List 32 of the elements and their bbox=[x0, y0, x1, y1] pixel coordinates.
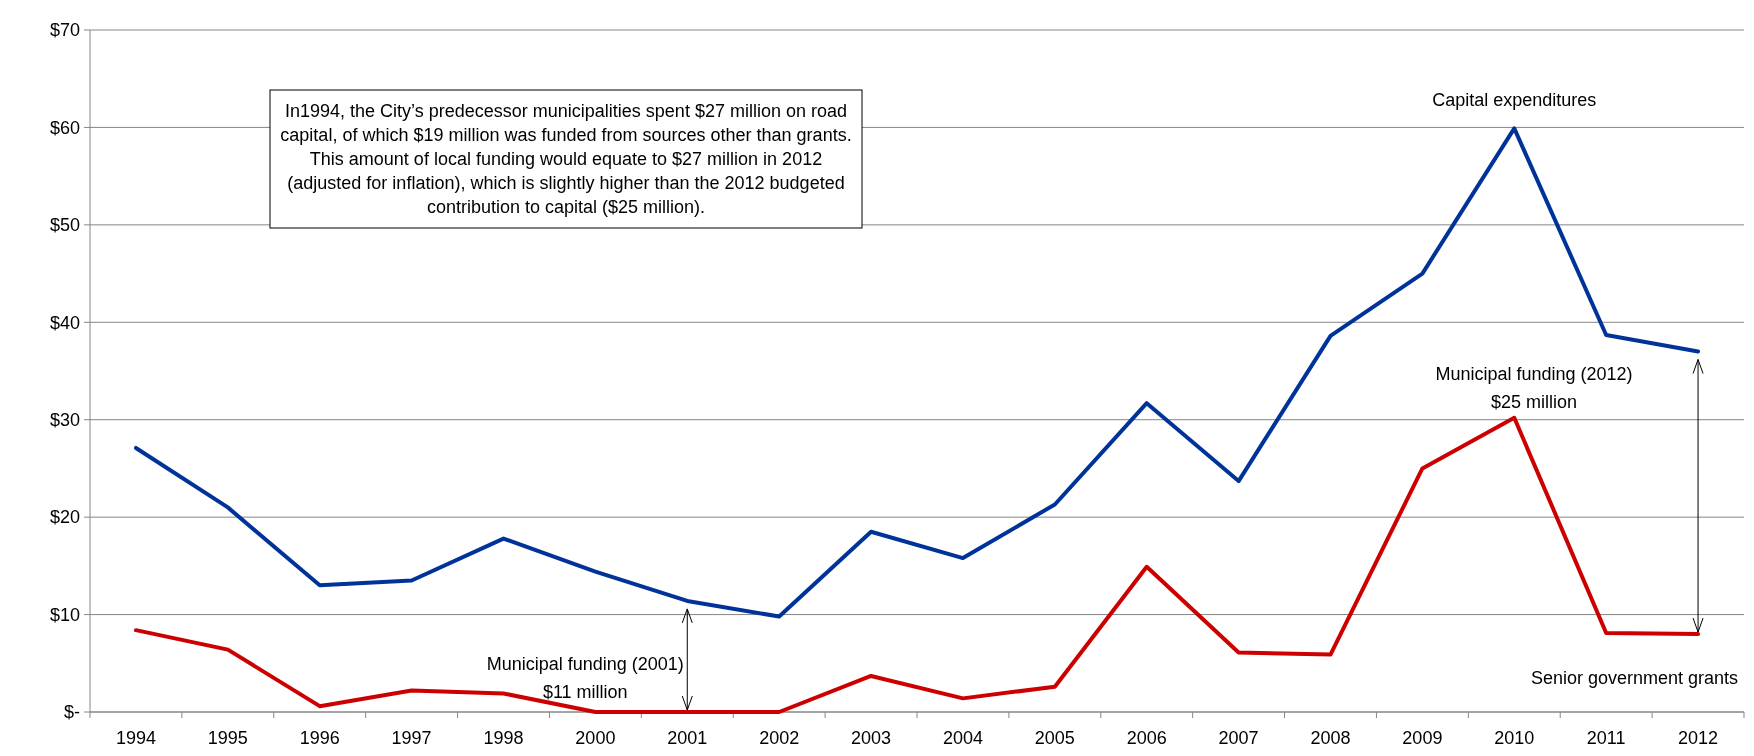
y-tick-label: $50 bbox=[49, 215, 80, 236]
y-tick-label: $60 bbox=[49, 117, 80, 138]
x-tick-label: 1995 bbox=[207, 728, 248, 748]
series-label: Capital expenditures bbox=[1432, 90, 1597, 111]
x-tick-label: 1996 bbox=[299, 728, 340, 748]
y-tick-label: $10 bbox=[49, 604, 80, 625]
x-tick-label: 2004 bbox=[942, 728, 983, 748]
line-series bbox=[133, 126, 1701, 619]
x-tick-label: 2009 bbox=[1402, 728, 1443, 748]
x-tick-label: 2012 bbox=[1678, 728, 1719, 748]
x-tick-label: 1998 bbox=[483, 728, 524, 748]
x-tick-label: 2011 bbox=[1586, 728, 1626, 748]
x-tick-label: 1994 bbox=[115, 728, 156, 748]
x-tick-label: 1997 bbox=[391, 728, 432, 748]
text: Senior government grants bbox=[1530, 668, 1738, 689]
x-tick-label: 2000 bbox=[575, 728, 616, 748]
x-tick-label: 2007 bbox=[1218, 728, 1259, 748]
annotation: Municipal funding (2001) $11 million bbox=[486, 654, 684, 702]
y-tick-label: $20 bbox=[49, 507, 80, 528]
y-tick-label: $70 bbox=[49, 20, 80, 41]
x-tick-label: 2001 bbox=[667, 728, 708, 748]
y-tick-label: $30 bbox=[49, 410, 80, 431]
y-tick-label: $40 bbox=[49, 312, 80, 333]
x-tick-label: 2003 bbox=[851, 728, 892, 748]
x-tick-label: 2006 bbox=[1126, 728, 1167, 748]
x-tick-label: 2008 bbox=[1310, 728, 1351, 748]
annotation: Municipal funding (2012) $25 million bbox=[1435, 363, 1633, 412]
x-tick-label: 2005 bbox=[1034, 728, 1075, 748]
x-tick-label: 2002 bbox=[759, 728, 800, 748]
y-tick-label: $- bbox=[63, 702, 80, 723]
annotation: In1994, the City’s predecessor municipalities spent $27 million on road capital, of which $19 million was funded from sources other than grants. This amount of local funding would equate to $27 million in 2012 (adjusted for inflation), which is slightly higher than the 2012 budgeted contribution to capital ($25 million). bbox=[280, 101, 852, 217]
x-tick-label: 2010 bbox=[1494, 728, 1535, 748]
